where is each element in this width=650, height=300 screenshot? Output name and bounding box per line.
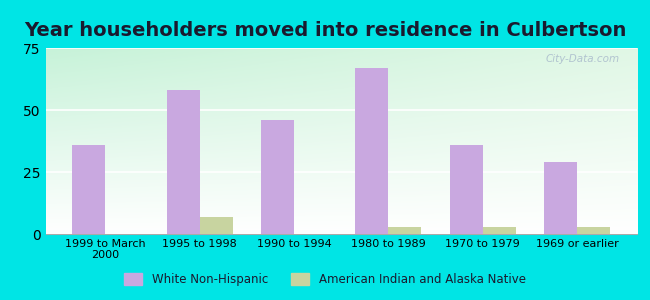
- Bar: [450, 145, 483, 234]
- Text: City-Data.com: City-Data.com: [545, 54, 619, 64]
- Bar: [200, 217, 233, 234]
- Bar: [356, 68, 389, 234]
- Bar: [72, 145, 105, 234]
- Bar: [544, 162, 577, 234]
- Text: Year householders moved into residence in Culbertson: Year householders moved into residence i…: [24, 21, 626, 40]
- Bar: [166, 90, 200, 234]
- Bar: [483, 226, 516, 234]
- Bar: [577, 226, 610, 234]
- Bar: [389, 226, 421, 234]
- Legend: White Non-Hispanic, American Indian and Alaska Native: White Non-Hispanic, American Indian and …: [120, 268, 530, 291]
- Bar: [261, 120, 294, 234]
